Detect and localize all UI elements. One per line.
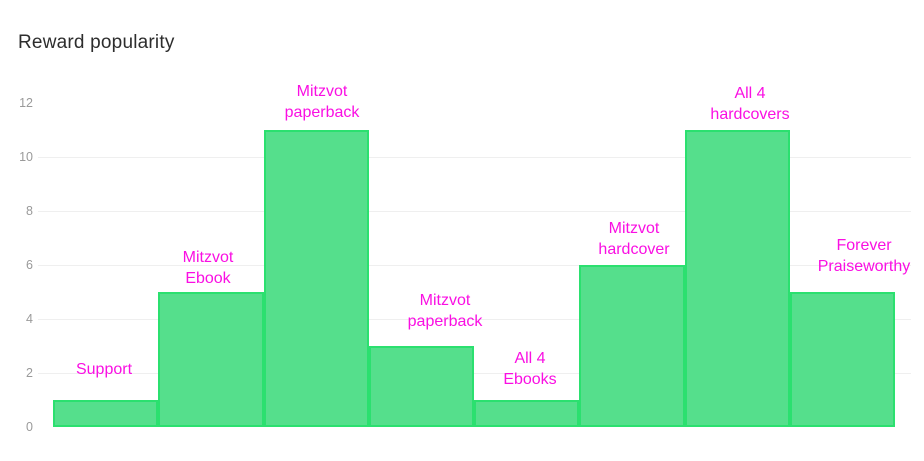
- gridline-y-4: [38, 318, 911, 320]
- y-axis-tick-label: 6: [26, 258, 33, 272]
- gridline-y-8: [38, 210, 911, 212]
- chart-title: Reward popularity: [18, 32, 175, 53]
- bar-label-2: Mitzvot paperback: [284, 83, 360, 121]
- y-axis-tick-label: 4: [26, 312, 33, 326]
- bar-2[interactable]: [264, 130, 369, 427]
- bar-label-3: Mitzvot paperback: [407, 292, 483, 330]
- y-axis-tick-label: 8: [26, 204, 33, 218]
- bar-7[interactable]: [790, 292, 895, 427]
- y-axis-tick-label: 0: [26, 420, 33, 434]
- bar-1[interactable]: [158, 292, 264, 427]
- gridline-y-10: [38, 156, 911, 158]
- bar-0[interactable]: [53, 400, 158, 427]
- bar-label-1: Mitzvot Ebook: [182, 249, 234, 287]
- bar-6[interactable]: [685, 130, 790, 427]
- y-axis-tick-label: 2: [26, 366, 33, 380]
- bar-label-5: Mitzvot hardcover: [598, 220, 670, 258]
- bar-label-6: All 4 hardcovers: [710, 85, 790, 123]
- gridline-y-2: [38, 372, 911, 374]
- bar-5[interactable]: [579, 265, 685, 427]
- gridline-y-6: [38, 264, 911, 266]
- bar-3[interactable]: [369, 346, 474, 427]
- y-axis-tick-label: 10: [19, 150, 33, 164]
- bar-label-0: Support: [75, 361, 133, 378]
- bar-label-7: Forever Praiseworthy: [817, 237, 911, 275]
- bar-4[interactable]: [474, 400, 579, 427]
- y-axis-tick-label: 12: [19, 96, 33, 110]
